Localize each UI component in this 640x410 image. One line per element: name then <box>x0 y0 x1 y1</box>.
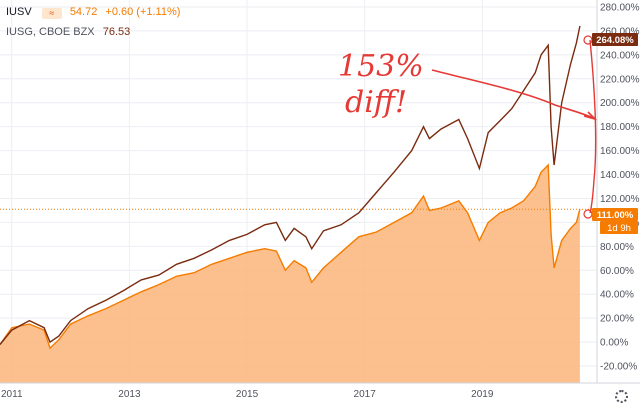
y-tick-label: 60.00% <box>600 266 634 277</box>
x-tick-label: 2011 <box>1 389 23 400</box>
y-tick-label: 200.00% <box>600 98 640 109</box>
y-axis: 280.00% 260.00% 240.00% 220.00% 200.00% 180.0… <box>600 2 640 372</box>
y-tick-label: 0.00% <box>600 338 628 349</box>
annotation-arrow <box>431 69 594 119</box>
y-tick-label: 260.00% <box>600 26 640 37</box>
y-tick-label: 160.00% <box>600 146 640 157</box>
y-tick-label: 180.00% <box>600 122 640 133</box>
x-axis: 2011 2013 2015 2017 2019 <box>1 389 494 400</box>
iusv-price-tag-bg <box>592 208 638 221</box>
settings-gear-icon[interactable] <box>615 390 628 403</box>
y-tick-label: 220.00% <box>600 74 640 85</box>
x-tick-label: 2013 <box>118 389 141 400</box>
y-tick-label: -20.00% <box>600 362 637 373</box>
annotation-text-diff: diff! <box>345 85 407 120</box>
price-tags: 264.08% 111.00% 1d 9h <box>592 33 638 234</box>
legend-symbol-iusg: IUSG, CBOE BZX <box>6 26 95 38</box>
countdown-tag-bg <box>600 221 638 234</box>
iusv-price-tag: 111.00% <box>597 210 634 221</box>
legend-row-iusg[interactable]: IUSG, CBOE BZX 76.53 <box>6 25 135 39</box>
legend-change-iusv: +0.60 (+1.11%) <box>105 6 181 18</box>
iusg-price-tag: 264.08% <box>596 35 634 46</box>
iusg-line[interactable] <box>0 25 581 345</box>
x-tick-label: 2019 <box>471 389 494 400</box>
legend-price-iusg: 76.53 <box>102 26 131 38</box>
countdown-tag: 1d 9h <box>607 223 631 234</box>
y-tick-label: 240.00% <box>600 50 640 61</box>
y-tick-label: 140.00% <box>600 170 640 181</box>
legend-row-iusv[interactable]: IUSV ≈ 54.72 +0.60 (+1.11%) <box>6 5 185 19</box>
y-tick-label: 40.00% <box>600 290 634 301</box>
y-tick-label: 80.00% <box>600 242 634 253</box>
iusg-price-tag-bg <box>592 33 638 46</box>
annotation: 153% diff! <box>338 35 598 219</box>
annotation-circle-top <box>583 35 593 45</box>
annotation-circle-bottom <box>583 209 593 219</box>
legend-symbol-iusv: IUSV <box>6 6 32 18</box>
iusv-line[interactable] <box>0 163 581 350</box>
x-tick-label: 2017 <box>354 389 377 400</box>
y-tick-label: 20.00% <box>600 314 634 325</box>
legend-price-iusv: 54.72 <box>69 6 98 18</box>
iusv-area <box>0 165 580 383</box>
y-tick-label: 280.00% <box>600 2 640 13</box>
x-tick-label: 2015 <box>236 389 259 400</box>
y-tick-label: 120.00% <box>600 194 640 205</box>
legend-toggle-icon[interactable]: ≈ <box>41 8 62 19</box>
annotation-bracket <box>589 39 597 214</box>
annotation-text-153: 153% <box>338 49 424 84</box>
